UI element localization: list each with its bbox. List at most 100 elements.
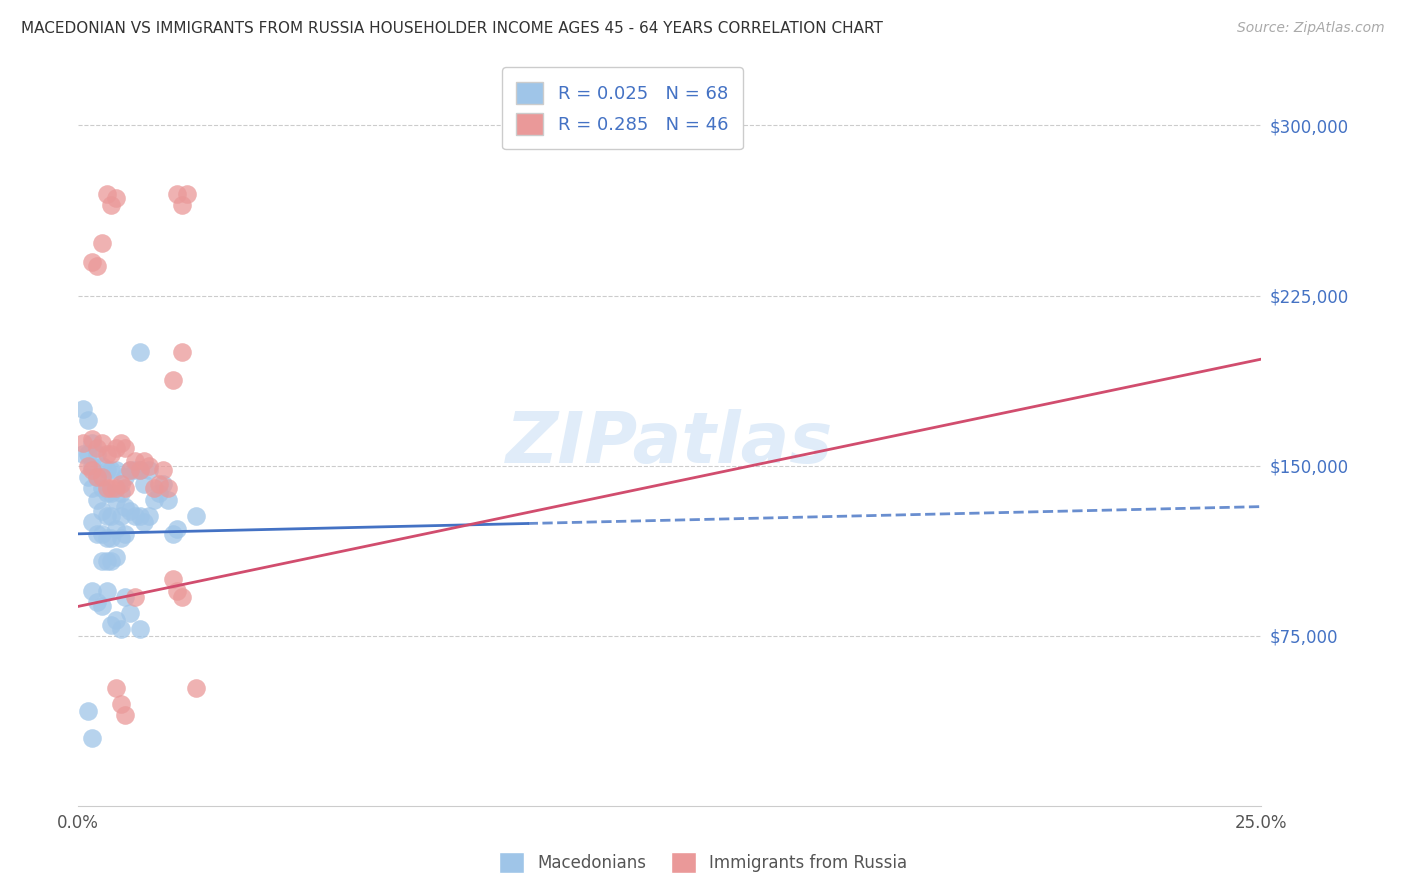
Point [72,436,94,450]
Point [120,463,142,477]
Point [96,482,118,496]
Point [96,554,118,568]
Point [90,554,112,568]
Point [166,186,188,201]
Point [86,470,108,484]
Point [76,704,98,718]
Point [90,526,112,541]
Legend: Macedonians, Immigrants from Russia: Macedonians, Immigrants from Russia [492,846,914,880]
Point [157,482,180,496]
Point [104,441,127,455]
Point [82,432,104,446]
Point [72,447,94,461]
Text: Source: ZipAtlas.com: Source: ZipAtlas.com [1237,21,1385,35]
Point [96,463,118,477]
Point [114,526,136,541]
Point [110,697,132,711]
Point [172,345,194,359]
Point [152,477,174,491]
Point [104,522,127,536]
Point [82,463,104,477]
Point [110,436,132,450]
Point [96,186,118,201]
Point [162,373,184,387]
Point [76,458,98,473]
Point [172,591,194,605]
Point [86,595,108,609]
Point [110,508,132,523]
Point [124,454,146,468]
Point [128,345,150,359]
Point [90,436,112,450]
Point [104,191,127,205]
Point [114,441,136,455]
Point [152,463,174,477]
Point [86,470,108,484]
Point [134,516,156,530]
Point [110,477,132,491]
Point [120,504,142,518]
Text: ZIPatlas: ZIPatlas [506,409,834,477]
Point [86,492,108,507]
Point [114,708,136,723]
Point [186,681,208,695]
Point [166,522,188,536]
Point [176,186,198,201]
Point [114,591,136,605]
Point [96,583,118,598]
Point [162,572,184,586]
Point [90,458,112,473]
Point [172,198,194,212]
Point [138,508,160,523]
Point [128,463,150,477]
Point [100,486,122,500]
Point [100,554,122,568]
Point [100,508,122,523]
Point [76,470,98,484]
Point [104,492,127,507]
Point [104,681,127,695]
Point [82,583,104,598]
Point [124,508,146,523]
Point [114,470,136,484]
Point [186,508,208,523]
Point [128,463,150,477]
Point [100,447,122,461]
Point [142,492,165,507]
Point [157,492,180,507]
Point [110,622,132,636]
Point [96,447,118,461]
Point [148,486,170,500]
Point [134,454,156,468]
Point [90,236,112,251]
Point [114,500,136,514]
Point [104,613,127,627]
Point [120,463,142,477]
Point [96,508,118,523]
Point [76,447,98,461]
Point [76,413,98,427]
Point [124,463,146,477]
Point [82,731,104,745]
Point [100,532,122,546]
Point [82,482,104,496]
Point [90,504,112,518]
Point [86,447,108,461]
Point [128,508,150,523]
Point [134,477,156,491]
Point [104,463,127,477]
Point [100,617,122,632]
Point [82,516,104,530]
Point [90,482,112,496]
Point [142,482,165,496]
Point [124,591,146,605]
Point [82,458,104,473]
Point [114,482,136,496]
Point [138,458,160,473]
Point [90,599,112,614]
Point [82,436,104,450]
Point [110,532,132,546]
Point [96,486,118,500]
Point [86,441,108,455]
Point [86,259,108,273]
